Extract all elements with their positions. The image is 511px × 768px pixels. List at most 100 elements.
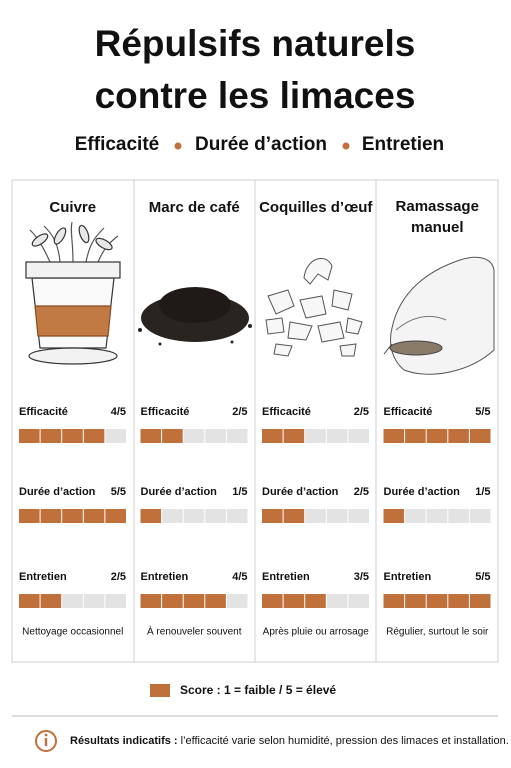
score-label: 5/5 xyxy=(475,571,490,583)
score-segment xyxy=(19,509,40,523)
separator-dot xyxy=(342,142,350,150)
empty-segment xyxy=(326,429,348,443)
subtitle-item: Efficacité xyxy=(75,134,159,155)
score-segment xyxy=(62,509,83,523)
score-segment xyxy=(262,429,283,443)
legend-swatch xyxy=(150,684,170,697)
footer-bold: Résultats indicatifs : xyxy=(70,735,178,747)
column-name: Cuivre xyxy=(49,199,96,216)
empty-segment xyxy=(183,429,205,443)
eggshells-illustration xyxy=(265,257,363,357)
info-icon xyxy=(35,730,57,752)
score-label: 2/5 xyxy=(111,571,126,583)
column-note: Régulier, surtout le soir xyxy=(386,627,489,638)
empty-segment xyxy=(62,594,83,608)
score-segment xyxy=(19,429,40,443)
empty-segment xyxy=(448,509,469,523)
score-segment xyxy=(283,509,305,523)
score-segment xyxy=(448,594,469,608)
score-segment xyxy=(262,509,283,523)
empty-segment xyxy=(305,429,326,443)
empty-segment xyxy=(326,509,348,523)
column-name: Marc de café xyxy=(149,199,240,216)
row-label: Efficacité xyxy=(19,406,68,418)
empty-segment xyxy=(348,594,369,608)
column-name: Coquilles d’œuf xyxy=(259,199,373,216)
hand-slug-illustration xyxy=(383,256,495,375)
row-label: Entretien xyxy=(19,571,67,583)
empty-segment xyxy=(469,509,491,523)
score-label: 4/5 xyxy=(111,406,126,418)
score-segment xyxy=(40,429,62,443)
score-segment xyxy=(283,429,305,443)
score-segment xyxy=(40,594,62,608)
score-segment xyxy=(262,594,283,608)
empty-segment xyxy=(348,429,369,443)
score-segment xyxy=(383,429,405,443)
score-label: 1/5 xyxy=(475,486,490,498)
score-segment xyxy=(383,594,405,608)
separator-dot xyxy=(174,142,182,150)
score-segment xyxy=(162,429,183,443)
score-segment xyxy=(426,429,448,443)
empty-segment xyxy=(326,594,348,608)
column-name: Ramassage xyxy=(396,198,479,215)
empty-segment xyxy=(105,594,126,608)
score-segment xyxy=(469,594,491,608)
score-label: 5/5 xyxy=(475,406,490,418)
row-label: Efficacité xyxy=(141,406,190,418)
column-note: À renouveler souvent xyxy=(147,625,242,638)
score-segment xyxy=(140,429,162,443)
row-label: Durée d’action xyxy=(19,486,96,498)
empty-segment xyxy=(348,509,369,523)
column-note: Après pluie ou arrosage xyxy=(263,627,370,638)
subtitle-item: Entretien xyxy=(362,134,444,155)
score-segment xyxy=(83,429,105,443)
row-label: Entretien xyxy=(384,571,432,583)
legend-text: Score : 1 = faible / 5 = élevé xyxy=(180,683,336,697)
column-name: manuel xyxy=(411,219,464,236)
score-segment xyxy=(162,594,183,608)
row-label: Efficacité xyxy=(384,406,433,418)
row-label: Entretien xyxy=(141,571,189,583)
row-label: Durée d’action xyxy=(141,486,218,498)
score-segment xyxy=(426,594,448,608)
row-label: Efficacité xyxy=(262,406,311,418)
info-icon-stem xyxy=(44,738,48,746)
score-segment xyxy=(283,594,305,608)
score-label: 2/5 xyxy=(354,486,369,498)
score-segment xyxy=(305,594,326,608)
empty-segment xyxy=(105,429,126,443)
score-segment xyxy=(448,429,469,443)
score-label: 2/5 xyxy=(232,406,247,418)
empty-segment xyxy=(426,509,448,523)
title-line: contre les limaces xyxy=(95,75,416,116)
empty-segment xyxy=(405,509,426,523)
score-label: 1/5 xyxy=(232,486,247,498)
empty-segment xyxy=(183,509,205,523)
empty-segment xyxy=(226,594,248,608)
empty-segment xyxy=(305,509,326,523)
score-label: 5/5 xyxy=(111,486,126,498)
empty-segment xyxy=(162,509,183,523)
score-segment xyxy=(205,594,226,608)
row-label: Entretien xyxy=(262,571,310,583)
score-segment xyxy=(183,594,205,608)
copper-pot-illustration xyxy=(25,221,121,365)
empty-segment xyxy=(226,509,248,523)
empty-segment xyxy=(226,429,248,443)
score-segment xyxy=(19,594,40,608)
footer-note: Résultats indicatifs : l’efficacité vari… xyxy=(70,735,509,747)
score-segment xyxy=(405,594,426,608)
score-label: 3/5 xyxy=(354,571,369,583)
score-segment xyxy=(140,509,162,523)
score-segment xyxy=(62,429,83,443)
empty-segment xyxy=(205,509,226,523)
score-label: 4/5 xyxy=(232,571,247,583)
row-label: Durée d’action xyxy=(262,486,339,498)
score-segment xyxy=(83,509,105,523)
score-label: 2/5 xyxy=(354,406,369,418)
empty-segment xyxy=(205,429,226,443)
